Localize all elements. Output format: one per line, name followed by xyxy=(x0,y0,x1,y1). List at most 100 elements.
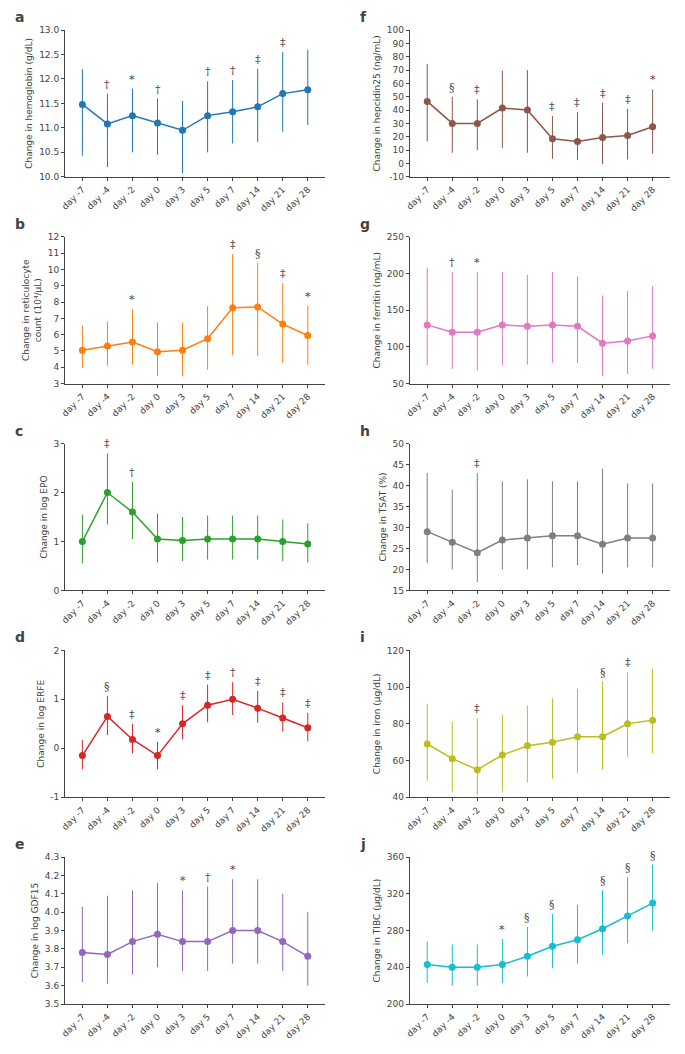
svg-text:12.5: 12.5 xyxy=(39,50,59,60)
svg-text:day 5: day 5 xyxy=(532,805,557,830)
svg-text:11.5: 11.5 xyxy=(39,99,59,109)
svg-text:day 3: day 3 xyxy=(507,391,532,416)
svg-text:day 0: day 0 xyxy=(482,1012,507,1037)
svg-text:g: g xyxy=(360,216,370,232)
svg-text:†: † xyxy=(129,466,135,479)
svg-text:day 21: day 21 xyxy=(603,805,632,834)
svg-text:d: d xyxy=(15,629,25,645)
svg-text:†: † xyxy=(205,65,211,78)
svg-text:Change in log GDF15: Change in log GDF15 xyxy=(30,883,40,979)
svg-text:†: † xyxy=(230,666,236,679)
svg-text:day 3: day 3 xyxy=(162,185,187,210)
svg-text:320: 320 xyxy=(387,889,404,899)
svg-text:3.7: 3.7 xyxy=(45,962,59,972)
svg-text:day 5: day 5 xyxy=(187,805,212,830)
svg-text:day 3: day 3 xyxy=(162,598,187,623)
svg-text:day 28: day 28 xyxy=(628,598,657,627)
svg-text:‡: ‡ xyxy=(255,675,261,688)
svg-text:§: § xyxy=(449,81,455,94)
svg-text:15: 15 xyxy=(393,586,404,596)
svg-text:day 14: day 14 xyxy=(233,391,262,420)
svg-text:day 3: day 3 xyxy=(507,598,532,623)
svg-text:*: * xyxy=(499,923,505,936)
svg-text:day 0: day 0 xyxy=(482,184,507,209)
svg-text:†: † xyxy=(104,78,110,91)
svg-text:day 21: day 21 xyxy=(258,598,287,627)
svg-text:60: 60 xyxy=(393,79,405,89)
svg-text:45: 45 xyxy=(393,460,404,470)
svg-text:*: * xyxy=(650,73,656,86)
svg-text:day 28: day 28 xyxy=(628,391,657,420)
svg-text:20: 20 xyxy=(393,132,405,142)
svg-text:day 21: day 21 xyxy=(603,598,632,627)
svg-text:Change in ferritin (ng/mL): Change in ferritin (ng/mL) xyxy=(372,252,382,369)
svg-text:day -2: day -2 xyxy=(110,598,137,625)
svg-text:b: b xyxy=(15,216,25,232)
svg-text:day 3: day 3 xyxy=(507,1012,532,1037)
svg-text:80: 80 xyxy=(393,52,405,62)
svg-text:day 5: day 5 xyxy=(187,391,212,416)
svg-text:10.0: 10.0 xyxy=(39,172,59,182)
svg-text:day -4: day -4 xyxy=(85,598,112,625)
svg-text:‡: ‡ xyxy=(104,437,110,450)
svg-text:4: 4 xyxy=(53,362,59,372)
svg-text:day -7: day -7 xyxy=(60,805,87,832)
svg-text:day 0: day 0 xyxy=(482,391,507,416)
svg-text:9: 9 xyxy=(53,281,59,291)
svg-text:35: 35 xyxy=(393,502,404,512)
svg-text:‡: ‡ xyxy=(600,87,606,100)
svg-text:120: 120 xyxy=(387,646,404,656)
svg-text:100: 100 xyxy=(387,25,404,35)
svg-text:h: h xyxy=(360,423,370,439)
svg-text:day 7: day 7 xyxy=(212,805,237,830)
svg-text:day 5: day 5 xyxy=(532,1012,557,1037)
svg-text:80: 80 xyxy=(393,719,405,729)
svg-text:Change in hepcidin25 (ng/mL): Change in hepcidin25 (ng/mL) xyxy=(372,35,382,171)
svg-text:day 28: day 28 xyxy=(283,805,312,834)
svg-text:day 14: day 14 xyxy=(578,391,607,420)
svg-text:day 7: day 7 xyxy=(557,598,582,623)
svg-text:4.1: 4.1 xyxy=(45,889,59,899)
svg-text:day 28: day 28 xyxy=(628,1012,657,1041)
svg-text:day 5: day 5 xyxy=(532,391,557,416)
svg-text:day 14: day 14 xyxy=(233,805,262,834)
svg-text:day 0: day 0 xyxy=(137,391,162,416)
svg-text:day 5: day 5 xyxy=(187,1012,212,1037)
svg-text:3.8: 3.8 xyxy=(45,944,60,954)
svg-text:day 0: day 0 xyxy=(137,184,162,209)
svg-text:day 28: day 28 xyxy=(283,598,312,627)
svg-text:day -4: day -4 xyxy=(85,391,112,418)
svg-text:‡: ‡ xyxy=(280,267,286,280)
svg-text:day -4: day -4 xyxy=(430,184,457,211)
svg-text:Change in reticulocytecount (1: Change in reticulocytecount (10⁴/μL) xyxy=(21,259,43,361)
svg-text:‡: ‡ xyxy=(305,697,311,710)
svg-text:day 28: day 28 xyxy=(628,184,657,213)
svg-text:day 0: day 0 xyxy=(137,805,162,830)
svg-text:25: 25 xyxy=(393,544,404,554)
svg-text:200: 200 xyxy=(387,999,404,1009)
svg-text:30: 30 xyxy=(393,119,405,129)
svg-text:*: * xyxy=(230,863,236,876)
svg-text:day 14: day 14 xyxy=(233,598,262,627)
svg-text:13.0: 13.0 xyxy=(39,25,59,35)
svg-text:0: 0 xyxy=(398,159,404,169)
svg-text:240: 240 xyxy=(387,962,404,972)
svg-text:day -4: day -4 xyxy=(430,1012,457,1039)
svg-text:12.0: 12.0 xyxy=(39,74,59,84)
svg-text:day 7: day 7 xyxy=(557,391,582,416)
svg-text:Change in iron (μg/dL): Change in iron (μg/dL) xyxy=(372,673,382,774)
svg-text:4.2: 4.2 xyxy=(45,871,59,881)
svg-text:day -4: day -4 xyxy=(85,805,112,832)
svg-text:Change in log EPO: Change in log EPO xyxy=(39,475,49,558)
svg-text:-10: -10 xyxy=(389,172,404,182)
svg-text:†: † xyxy=(230,64,236,77)
svg-text:day -2: day -2 xyxy=(455,598,482,625)
svg-text:day 28: day 28 xyxy=(283,184,312,213)
svg-text:40: 40 xyxy=(393,481,405,491)
svg-text:10: 10 xyxy=(48,265,60,275)
svg-text:10: 10 xyxy=(393,145,405,155)
svg-text:day -4: day -4 xyxy=(85,184,112,211)
svg-text:day 5: day 5 xyxy=(187,185,212,210)
svg-text:4.0: 4.0 xyxy=(45,907,60,917)
svg-text:3.5: 3.5 xyxy=(45,999,59,1009)
